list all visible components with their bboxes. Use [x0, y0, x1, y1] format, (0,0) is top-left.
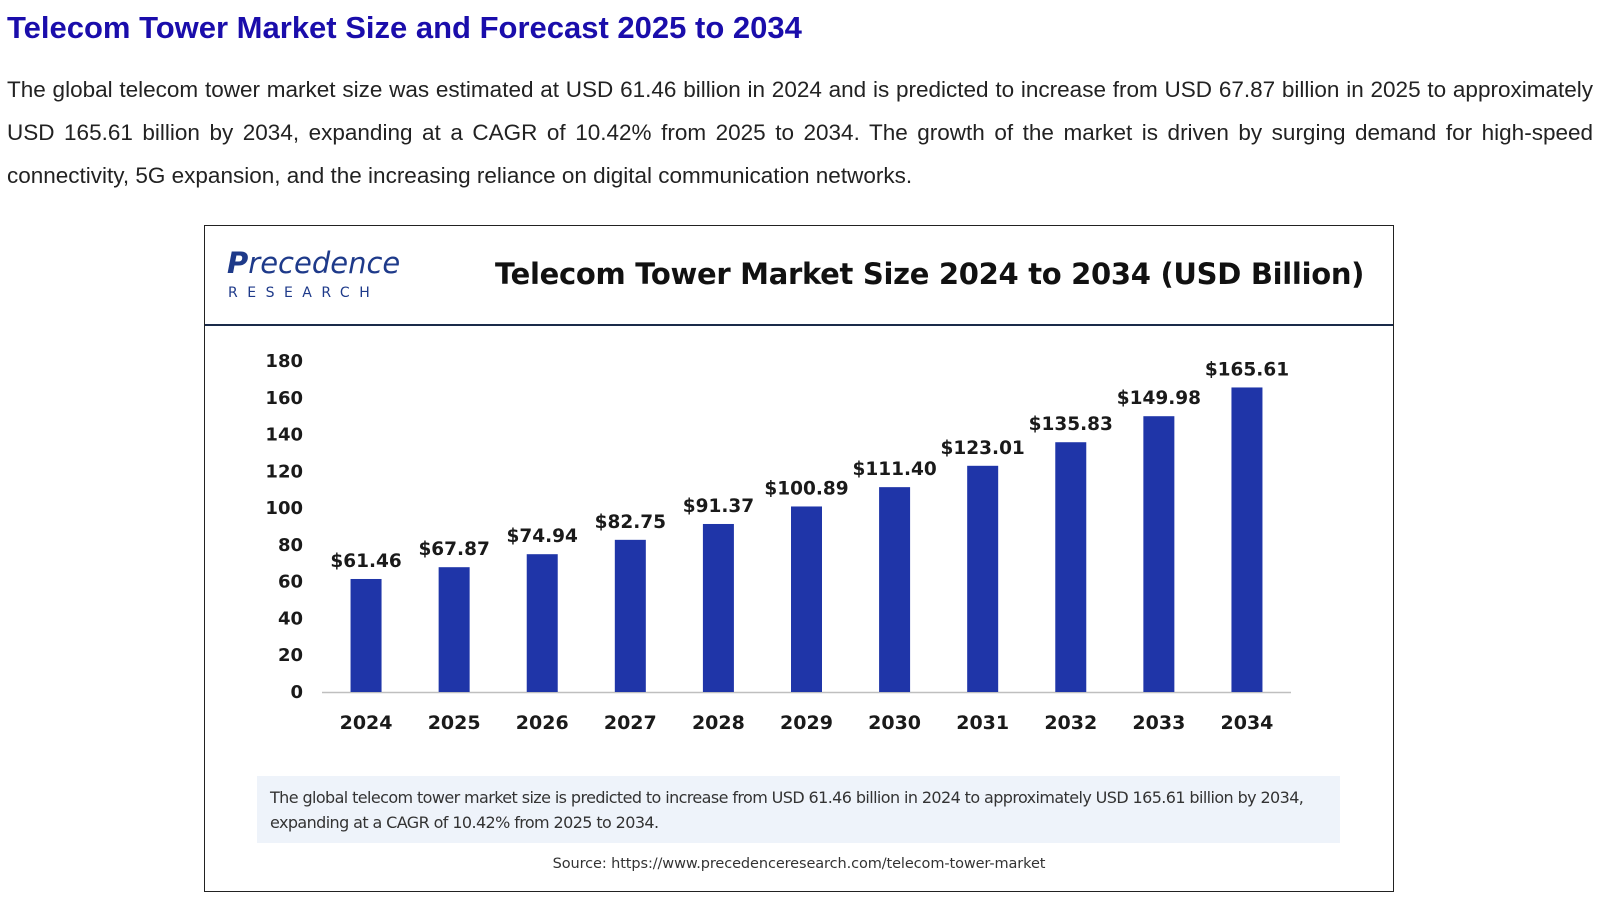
value-label-2024: $61.46	[330, 551, 401, 572]
y-tick-label: 140	[265, 425, 303, 446]
bar-2033	[1143, 416, 1175, 692]
intro-paragraph: The global telecom tower market size was…	[7, 77, 1593, 188]
x-tick-label-2030: 2030	[868, 712, 921, 734]
chart-title: Telecom Tower Market Size 2024 to 2034 (…	[495, 257, 1365, 291]
value-label-2025: $67.87	[418, 539, 489, 560]
value-label-2034: $165.61	[1205, 359, 1289, 380]
y-tick-label: 40	[278, 608, 303, 629]
page-heading: Telecom Tower Market Size and Forecast 2…	[7, 10, 802, 45]
y-tick-label: 180	[265, 351, 303, 372]
bar-2028	[702, 523, 734, 692]
bar-2024	[350, 578, 382, 692]
precedence-research-logo: Precedence RESEARCH	[227, 246, 407, 304]
value-label-2030: $111.40	[852, 459, 936, 480]
bar-2030	[879, 487, 911, 692]
x-tick-label-2032: 2032	[1044, 712, 1097, 734]
value-label-2033: $149.98	[1117, 388, 1201, 409]
y-tick-label: 20	[278, 645, 303, 666]
x-tick-label-2025: 2025	[428, 712, 481, 734]
x-tick-label-2026: 2026	[516, 712, 569, 734]
x-tick-label-2034: 2034	[1221, 712, 1274, 734]
bar-chart: 0 20 40 60 80 100 120 140 160 180 $61.46 $67.87 $74…	[265, 351, 1291, 734]
x-tick-label-2031: 2031	[956, 712, 1009, 734]
y-tick-label: 160	[265, 388, 303, 409]
value-label-2032: $135.83	[1029, 414, 1113, 435]
value-label-2031: $123.01	[941, 438, 1025, 459]
value-label-2026: $74.94	[507, 526, 579, 547]
y-tick-label: 100	[265, 498, 303, 519]
value-label-2029: $100.89	[764, 478, 848, 499]
x-tick-label-2024: 2024	[340, 712, 393, 734]
logo-subtitle: RESEARCH	[228, 285, 380, 301]
bar-2026	[526, 554, 558, 692]
y-tick-label: 0	[290, 682, 303, 703]
y-axis: 0 20 40 60 80 100 120 140 160 180	[265, 351, 303, 703]
y-tick-label: 60	[278, 572, 303, 593]
source-citation: Source: https://www.precedenceresearch.c…	[552, 856, 1046, 872]
bar-2027	[614, 539, 646, 692]
value-label-2027: $82.75	[595, 512, 666, 533]
logo-wordmark: Precedence	[227, 246, 401, 280]
value-label-2028: $91.37	[683, 496, 754, 517]
x-tick-label-2028: 2028	[692, 712, 745, 734]
x-tick-label-2029: 2029	[780, 712, 833, 734]
bar-2031	[967, 465, 999, 692]
y-tick-label: 120	[265, 461, 303, 482]
summary-text: The global telecom tower market size is …	[270, 788, 1304, 832]
bar-2032	[1055, 442, 1087, 692]
y-tick-label: 80	[278, 535, 303, 556]
x-tick-label-2027: 2027	[604, 712, 657, 734]
summary-box: The global telecom tower market size is …	[257, 776, 1340, 843]
figure-header: Precedence RESEARCH Telecom Tower Market…	[205, 226, 1393, 326]
bars-group	[350, 387, 1263, 692]
x-tick-label-2033: 2033	[1132, 712, 1185, 734]
value-labels-group: $61.46 $67.87 $74.94 $82.75 $91.37 $100.89$11…	[330, 359, 1289, 572]
bar-2034	[1231, 387, 1263, 692]
chart-figure: Precedence RESEARCH Telecom Tower Market…	[204, 225, 1394, 892]
x-axis: 2024 2025 2026 2027 2028 2029 2030 2031 2032 2033…	[340, 712, 1274, 734]
bar-2025	[438, 567, 470, 692]
bar-2029	[791, 506, 822, 692]
